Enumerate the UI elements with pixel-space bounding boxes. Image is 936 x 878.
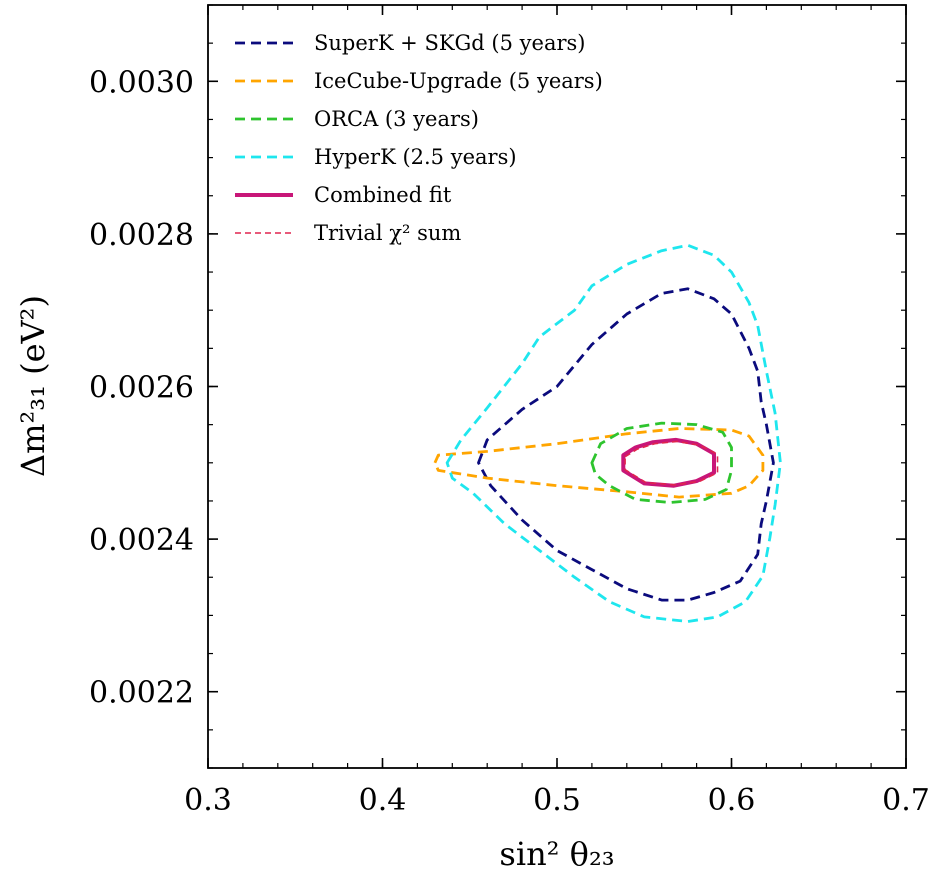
series-contour-3 [445,243,782,623]
legend-label-4: Combined fit [314,183,452,207]
legend-label-0: SuperK + SKGd (5 years) [314,31,585,55]
y-tick-label: 0.0028 [89,218,194,253]
series-contour-0 [477,287,775,602]
x-tick-label: 0.6 [708,783,756,818]
x-tick-label: 0.7 [882,783,930,818]
legend: SuperK + SKGd (5 years) IceCube-Upgrade (… [235,31,603,245]
y-tick-label: 0.0022 [89,676,194,711]
series-contour-1 [433,427,765,499]
series-contour-4 [621,437,716,488]
y-tick-label: 0.0030 [89,65,194,100]
y-axis-label: Δm²₃₁ (eV²) [14,295,52,477]
y-tick-label: 0.0026 [89,371,194,406]
major-ticks [207,5,907,768]
x-tick-label: 0.4 [359,783,407,818]
legend-label-5: Trivial χ² sum [314,221,461,245]
legend-label-3: HyperK (2.5 years) [314,145,517,169]
legend-label-1: IceCube-Upgrade (5 years) [314,69,603,93]
legend-label-2: ORCA (3 years) [314,107,479,131]
series-contour-2 [590,421,733,504]
y-tick-label: 0.0024 [89,523,194,558]
x-tick-labels: 0.3 0.4 0.5 0.6 0.7 [184,783,930,818]
x-tick-label: 0.3 [184,783,232,818]
contour-series [433,243,782,623]
series-contour-5 [624,440,719,486]
x-axis-label: sin² θ₂₃ [499,835,614,873]
x-tick-label: 0.5 [533,783,581,818]
y-tick-labels: 0.0022 0.0024 0.0026 0.0028 0.0030 [89,65,194,710]
